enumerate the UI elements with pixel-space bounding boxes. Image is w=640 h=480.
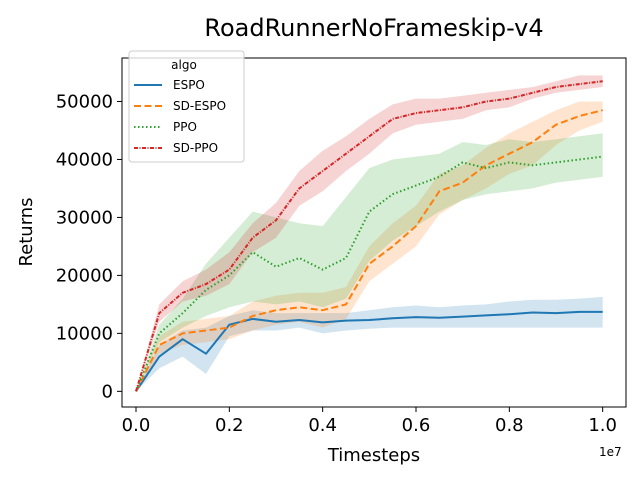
y-tick-label: 40000: [56, 149, 113, 170]
band-espo: [136, 296, 603, 392]
x-axis-ticks: 0.0 0.2 0.4 0.6 0.8 1.0: [122, 407, 617, 436]
legend-box: [128, 50, 245, 163]
y-tick-label: 0: [102, 381, 113, 402]
plot-frame: [121, 57, 627, 408]
line-espo: [135, 310, 603, 392]
line-sd-espo: [135, 109, 603, 392]
x-axis-offset-label: 1e7: [599, 445, 622, 459]
y-axis-label: Returns: [16, 197, 37, 266]
line-sd-ppo: [135, 80, 603, 392]
x-tick-label: 0.2: [215, 415, 244, 436]
legend-label-espo: ESPO: [173, 78, 205, 92]
x-tick-label: 0.0: [122, 415, 151, 436]
line-ppo: [135, 155, 603, 392]
band-sd-ppo: [136, 75, 603, 392]
series-lines: [135, 80, 603, 392]
x-tick-label: 0.6: [402, 415, 431, 436]
x-tick-label: 1.0: [588, 415, 617, 436]
legend-label-sd-espo: SD-ESPO: [173, 99, 226, 113]
x-tick-label: 0.4: [308, 415, 337, 436]
y-tick-label: 20000: [56, 265, 113, 286]
x-axis-label: Timesteps: [327, 445, 420, 466]
y-tick-label: 10000: [56, 323, 113, 344]
legend-label-ppo: PPO: [173, 120, 197, 134]
legend-title: algo: [171, 58, 197, 72]
legend-label-sd-ppo: SD-PPO: [173, 141, 218, 155]
y-tick-label: 50000: [56, 91, 113, 112]
x-tick-label: 0.8: [495, 415, 524, 436]
chart-title: RoadRunnerNoFrameskip-v4: [204, 14, 543, 42]
y-tick-label: 30000: [56, 207, 113, 228]
band-ppo: [136, 133, 603, 392]
y-axis-ticks: 0 10000 20000 30000 40000 50000: [56, 91, 122, 402]
legend: algo ESPO SD-ESPO PPO SD-PPO: [128, 50, 245, 163]
